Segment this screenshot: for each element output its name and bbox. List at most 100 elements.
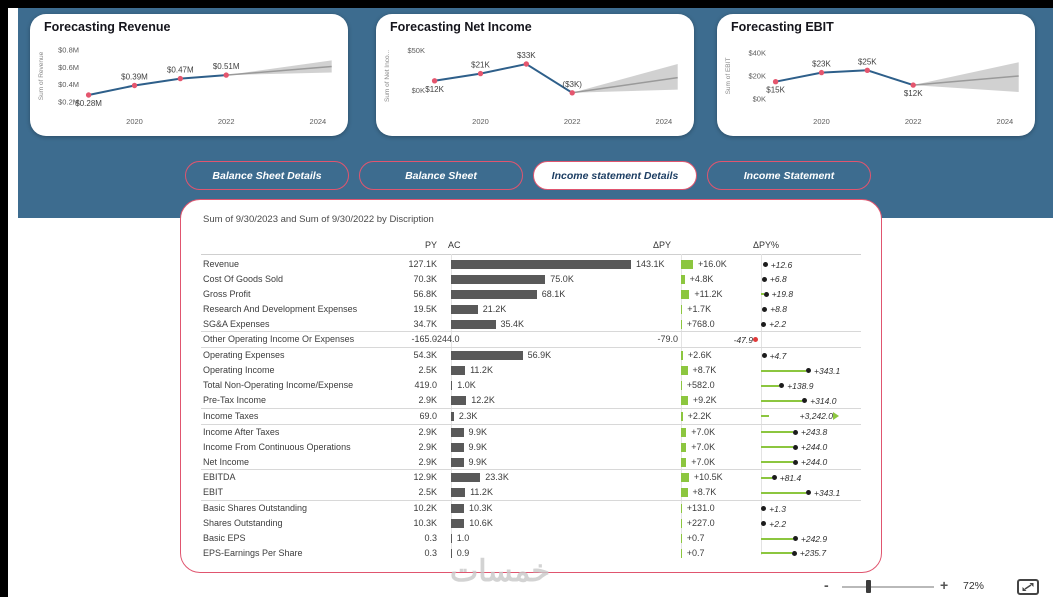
- svg-text:$0.28M: $0.28M: [75, 99, 102, 108]
- table-row[interactable]: EPS-Earnings Per Share 0.3 0.9 +0.7 +235.7: [201, 546, 861, 561]
- py-value: 2.9K: [418, 456, 437, 467]
- table-row[interactable]: Basic EPS 0.3 1.0 +0.7 +242.9: [201, 531, 861, 546]
- zoom-out-button[interactable]: -: [824, 577, 829, 593]
- zoom-in-button[interactable]: +: [940, 577, 949, 593]
- dpy-value: +8.7K: [692, 365, 717, 376]
- zoom-slider-handle[interactable]: [866, 580, 871, 593]
- table-row[interactable]: Operating Income 2.5K 11.2K +8.7K +343.1: [201, 363, 861, 378]
- pct-stem: [761, 476, 772, 479]
- py-value: 56.8K: [413, 288, 437, 299]
- svg-text:2022: 2022: [564, 117, 581, 126]
- ac-value: 0.9: [456, 547, 470, 558]
- svg-text:$12K: $12K: [904, 89, 923, 98]
- ac-bar: [451, 304, 478, 314]
- dpy-value: +227.0: [686, 518, 715, 529]
- svg-text:$33K: $33K: [517, 51, 536, 60]
- py-value: 2.5K: [418, 365, 437, 376]
- ac-value: 1.0K: [457, 380, 476, 391]
- ac-bar: [451, 351, 523, 361]
- svg-text:$12K: $12K: [425, 85, 444, 94]
- pct-value: +138.9: [787, 380, 814, 391]
- zoom-slider-track[interactable]: [842, 586, 934, 588]
- ac-bar: [451, 519, 465, 529]
- row-label: Net Income: [203, 456, 250, 467]
- ac-value: 11.2K: [470, 487, 493, 498]
- nav-button-income-statement[interactable]: Income Statement: [707, 161, 871, 190]
- revenue-line-chart[interactable]: $0.28M $0.39M $0.47M $0.51M $0.2M $0.4M $0.6M $…: [34, 36, 344, 134]
- table-row[interactable]: SG&A Expenses 34.7K 35.4K +768.0 +2.2: [201, 317, 861, 333]
- svg-text:$0.51M: $0.51M: [213, 62, 240, 71]
- py-value: 70.3K: [413, 273, 437, 284]
- dpy-value: +2.6K: [687, 350, 712, 361]
- table-row[interactable]: Research And Development Expenses 19.5K 21…: [201, 302, 861, 317]
- svg-text:2020: 2020: [126, 117, 143, 126]
- header-rule: [201, 254, 861, 255]
- pct-dot: [806, 368, 811, 374]
- net-income-line-chart[interactable]: $12K $21K $33K ($3K) $0K $50K 2020 2022 2024 Sum …: [380, 36, 690, 134]
- py-value: 419.0: [414, 380, 437, 391]
- ac-value: 143.1K: [636, 259, 665, 269]
- table-row[interactable]: Income Taxes 69.0 2.3K +2.2K +3,242.0: [201, 409, 861, 425]
- screen-edge-top: [0, 0, 1053, 8]
- table-row[interactable]: Net Income 2.9K 9.9K +7.0K +244.0: [201, 455, 861, 471]
- table-row[interactable]: Pre-Tax Income 2.9K 12.2K +9.2K +314.0: [201, 393, 861, 409]
- pct-value: +244.0: [801, 457, 828, 468]
- table-row[interactable]: Shares Outstanding 10.3K 10.6K +227.0 +2.2: [201, 516, 861, 531]
- pct-stem: [761, 491, 806, 494]
- dpy-bar: [681, 488, 688, 498]
- row-label: SG&A Expenses: [203, 318, 270, 329]
- dpy-value: +131.0: [686, 503, 715, 514]
- table-row[interactable]: Income From Continuous Operations 2.9K 9.9…: [201, 440, 861, 455]
- pct-value: +2.2: [769, 518, 787, 529]
- py-value: 10.2K: [413, 503, 437, 514]
- col-header-py: PY: [424, 240, 437, 250]
- table-row[interactable]: Revenue 127.1K 143.1K +16.0K +12.6: [201, 257, 861, 272]
- ac-bar: [451, 411, 454, 421]
- pct-stem: [761, 461, 793, 464]
- svg-text:Sum of EBIT: Sum of EBIT: [725, 58, 732, 95]
- col-header-ac: AC: [448, 240, 461, 250]
- nav-button-balance-sheet[interactable]: Balance Sheet: [359, 161, 523, 190]
- row-label: Basic EPS: [203, 533, 246, 544]
- table-row[interactable]: Other Operating Income Or Expenses -165.0…: [201, 332, 861, 349]
- ac-value: 35.4K: [500, 318, 525, 329]
- row-label: Basic Shares Outstanding: [203, 503, 308, 514]
- table-row[interactable]: Gross Profit 56.8K 68.1K +11.2K +19.8: [201, 287, 861, 302]
- ac-value: 23.3K: [485, 472, 509, 483]
- pct-value: +19.8: [771, 289, 794, 300]
- svg-text:$0K: $0K: [412, 86, 425, 95]
- dpy-bar: [681, 442, 687, 452]
- pct-value: +12.6: [770, 259, 793, 270]
- svg-text:2024: 2024: [997, 117, 1014, 126]
- pct-value: +235.7: [799, 548, 827, 559]
- table-row[interactable]: Operating Expenses 54.3K 56.9K +2.6K +4.7: [201, 348, 861, 363]
- dpy-bar: [681, 519, 682, 529]
- pct-stem: [761, 552, 792, 555]
- table-row[interactable]: Income After Taxes 2.9K 9.9K +7.0K +243.8: [201, 425, 861, 440]
- table-row[interactable]: Total Non-Operating Income/Expense 419.0 1…: [201, 378, 861, 393]
- table-row[interactable]: EBIT 2.5K 11.2K +8.7K +343.1: [201, 485, 861, 502]
- table-row[interactable]: Cost Of Goods Sold 70.3K 75.0K +4.8K +6.8: [201, 272, 861, 287]
- py-value: 19.5K: [413, 303, 437, 314]
- table-row[interactable]: Basic Shares Outstanding 10.2K 10.3K +131.0…: [201, 501, 861, 516]
- svg-text:($3K): ($3K): [562, 80, 582, 89]
- svg-text:Sum of Revenue: Sum of Revenue: [38, 51, 45, 100]
- py-value: 12.9K: [413, 472, 437, 483]
- row-label: Pre-Tax Income: [203, 395, 267, 406]
- nav-button-balance-sheet-details[interactable]: Balance Sheet Details: [185, 161, 349, 190]
- table-row[interactable]: EBITDA 12.9K 23.3K +10.5K +81.4: [201, 470, 861, 485]
- row-label: Cost Of Goods Sold: [203, 273, 284, 284]
- fit-to-screen-icon[interactable]: [1016, 578, 1040, 596]
- dpy-bar: [681, 274, 685, 284]
- pct-dot: [793, 459, 798, 465]
- ac-value: 9.9K: [468, 456, 488, 467]
- ac-bar: [451, 504, 464, 514]
- nav-button-income-statement-details[interactable]: Income statement Details: [533, 161, 697, 190]
- ac-value: 21.2K: [482, 303, 507, 314]
- svg-text:$0.6M: $0.6M: [58, 63, 79, 72]
- dpy-bar: [681, 396, 688, 406]
- dpy-value: +8.7K: [692, 487, 717, 498]
- ebit-line-chart[interactable]: $15K $23K $25K $12K $0K $20K $40K 2020 2022 2024 S…: [721, 36, 1031, 134]
- dpypct-axis-line: [761, 254, 762, 555]
- col-header-dpy: ΔPY: [653, 240, 672, 250]
